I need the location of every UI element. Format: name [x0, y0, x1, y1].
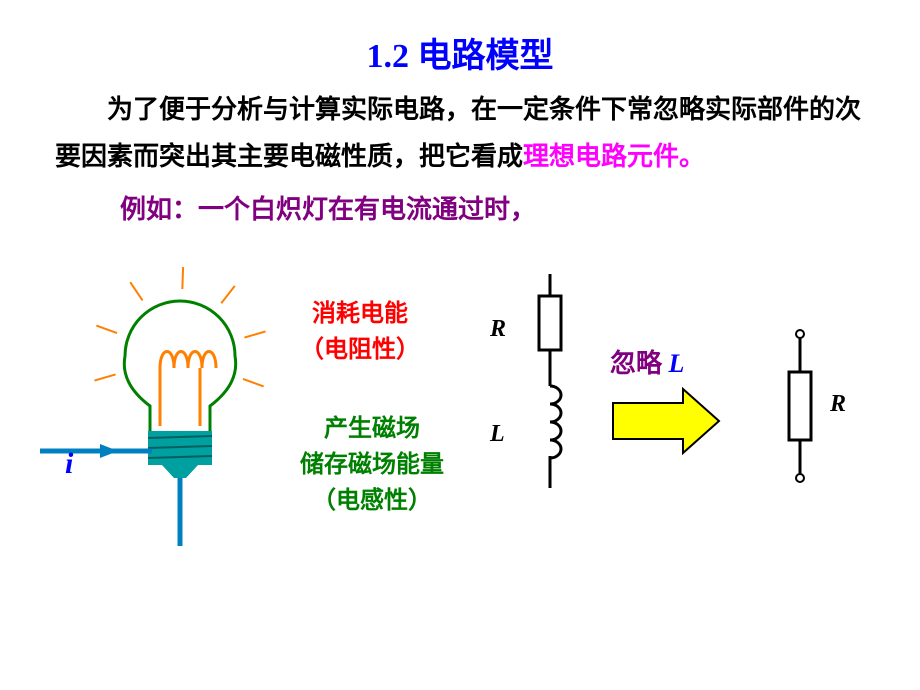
- lightbulb-diagram: [30, 246, 290, 546]
- consume-line2: （电阻性）: [300, 337, 420, 363]
- para-pre: 为了便于分析与计算实际电路，在一定条件下常忽略实际部件的次要因素而突出其主要电磁…: [55, 95, 861, 171]
- rl-series-circuit: [495, 266, 585, 496]
- example-line: 例如：一个白炽灯在有电流通过时，: [0, 181, 920, 226]
- ignore-label: 忽略 L: [610, 344, 684, 383]
- single-R-label: R: [830, 386, 846, 422]
- diagram-area: i 消耗电能 （电阻性） 产生磁场 储存磁场能量 （电感性） R L 忽略 L …: [0, 236, 920, 596]
- intro-paragraph: 为了便于分析与计算实际电路，在一定条件下常忽略实际部件的次要因素而突出其主要电磁…: [0, 77, 920, 181]
- consume-label: 消耗电能 （电阻性）: [300, 296, 420, 368]
- page-title: 1.2 电路模型: [0, 0, 920, 77]
- produce-line2: 储存磁场能量: [300, 452, 444, 478]
- ignore-pre: 忽略: [610, 349, 669, 378]
- consume-line1: 消耗电能: [312, 301, 408, 327]
- ignore-arrow: [605, 381, 735, 461]
- rl-L-label: L: [490, 416, 505, 452]
- produce-line1: 产生磁场: [324, 416, 420, 442]
- current-label-i: i: [65, 441, 73, 486]
- produce-label: 产生磁场 储存磁场能量 （电感性）: [300, 411, 444, 519]
- ignore-L-symbol: L: [669, 349, 685, 378]
- para-highlight: 理想电路元件。: [523, 142, 705, 171]
- produce-line3: （电感性）: [312, 488, 432, 514]
- rl-R-label: R: [490, 311, 506, 347]
